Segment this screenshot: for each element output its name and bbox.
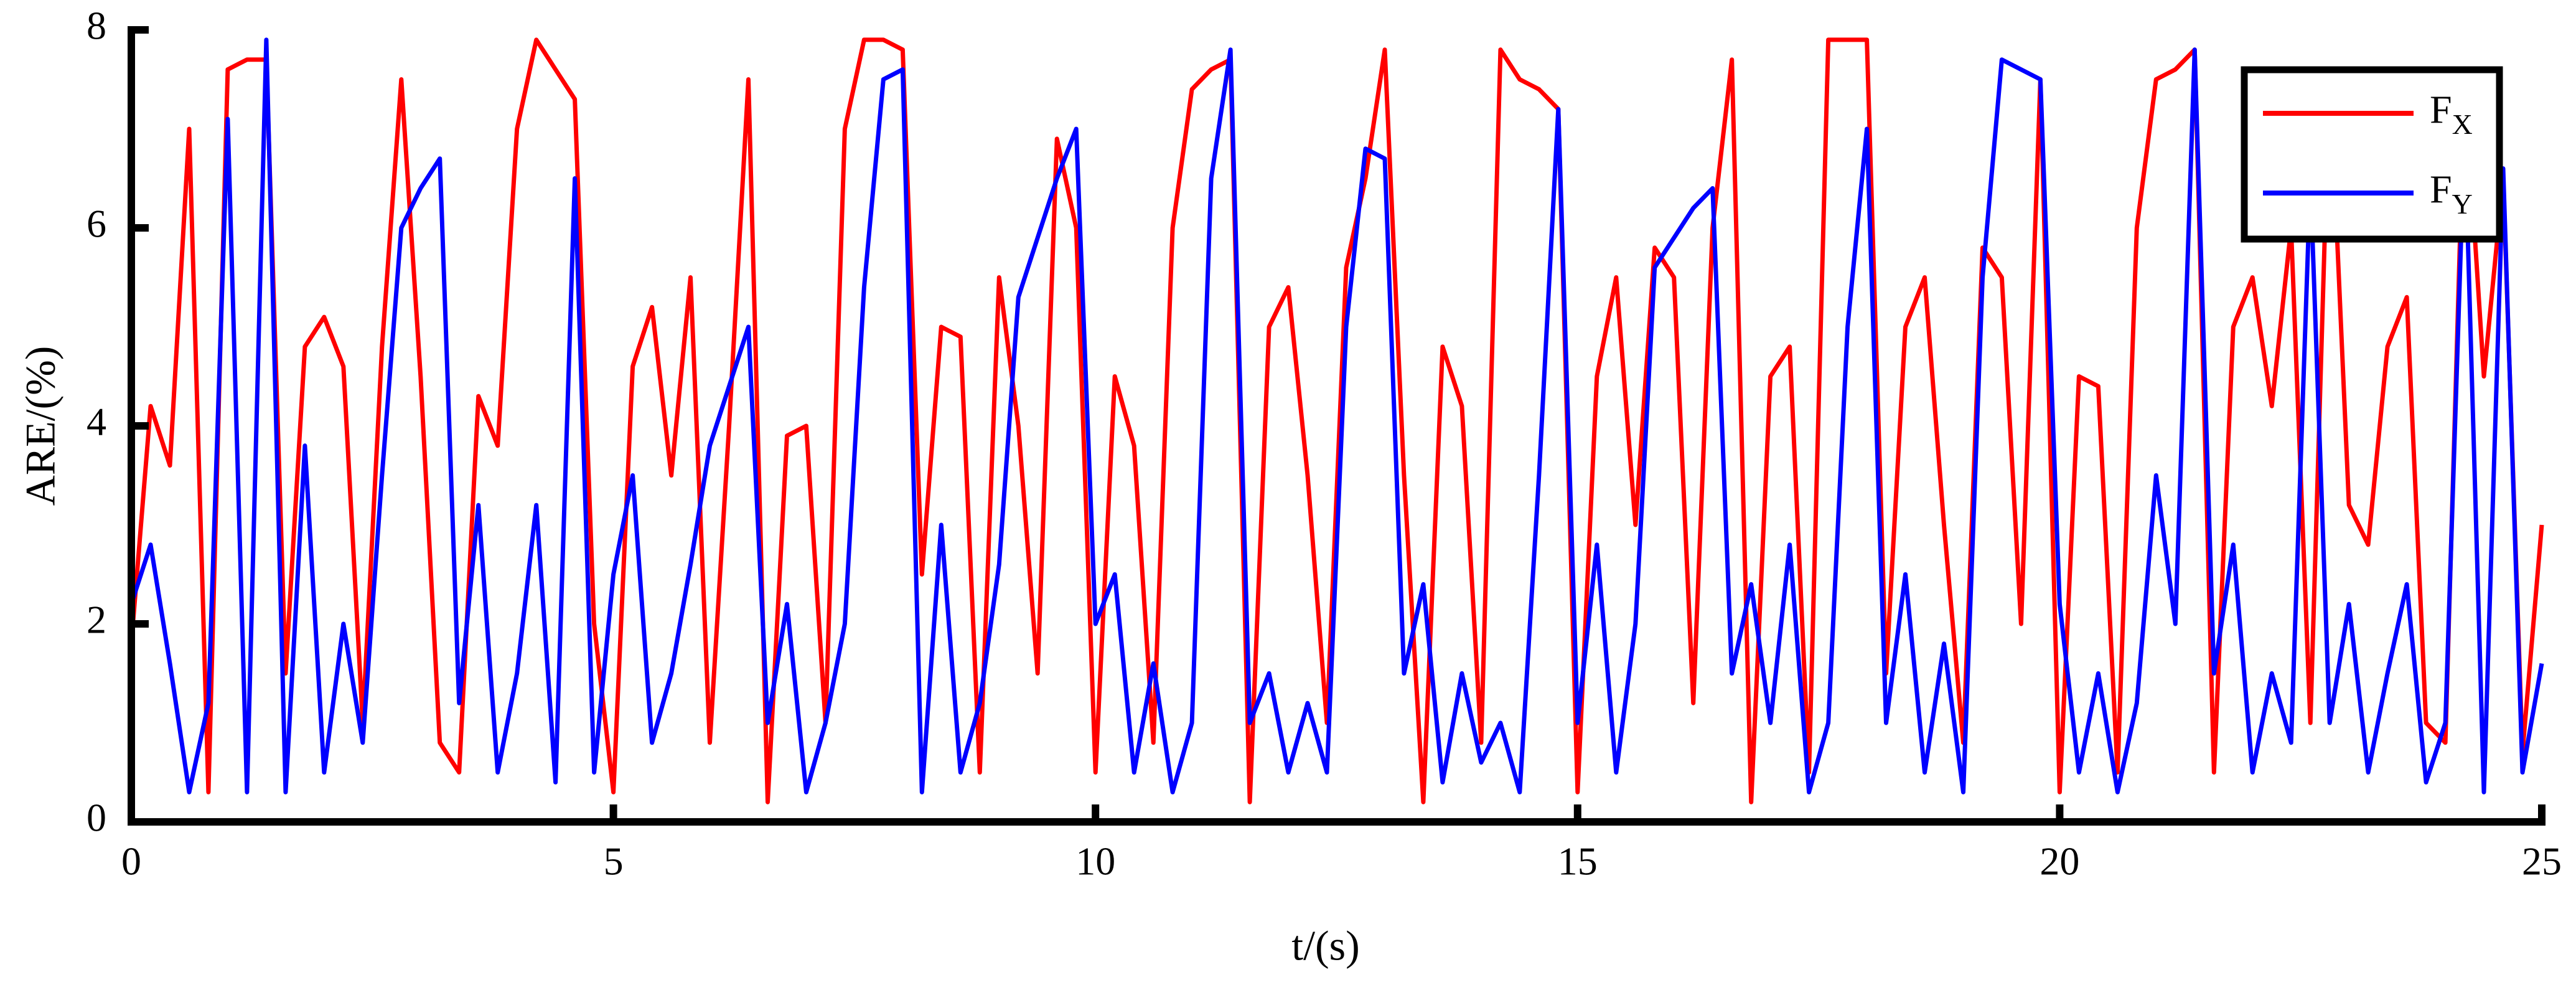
legend-label: FX bbox=[2430, 87, 2473, 140]
y-tick-label: 2 bbox=[87, 598, 106, 642]
legend-label: FY bbox=[2430, 167, 2473, 220]
x-tick-label: 0 bbox=[121, 839, 141, 884]
y-tick-label: 8 bbox=[87, 4, 106, 48]
x-tick-label: 20 bbox=[2040, 839, 2079, 884]
x-axis-label: t/(s) bbox=[1291, 922, 1360, 969]
x-tick-label: 15 bbox=[1558, 839, 1598, 884]
legend-box bbox=[2241, 66, 2503, 243]
data-line bbox=[129, 37, 2544, 804]
y-tick-label: 4 bbox=[87, 400, 106, 444]
x-tick-label: 5 bbox=[604, 839, 624, 884]
x-tick-label: 10 bbox=[1075, 839, 1115, 884]
x-tick-label: 25 bbox=[2522, 839, 2562, 884]
y-tick-label: 0 bbox=[87, 796, 106, 840]
legend: FX FY bbox=[2241, 66, 2503, 243]
y-axis-label: ARE/(%) bbox=[17, 346, 64, 506]
plot-area bbox=[129, 37, 2544, 804]
data-line bbox=[129, 37, 2544, 794]
y-tick-label: 6 bbox=[87, 202, 106, 246]
